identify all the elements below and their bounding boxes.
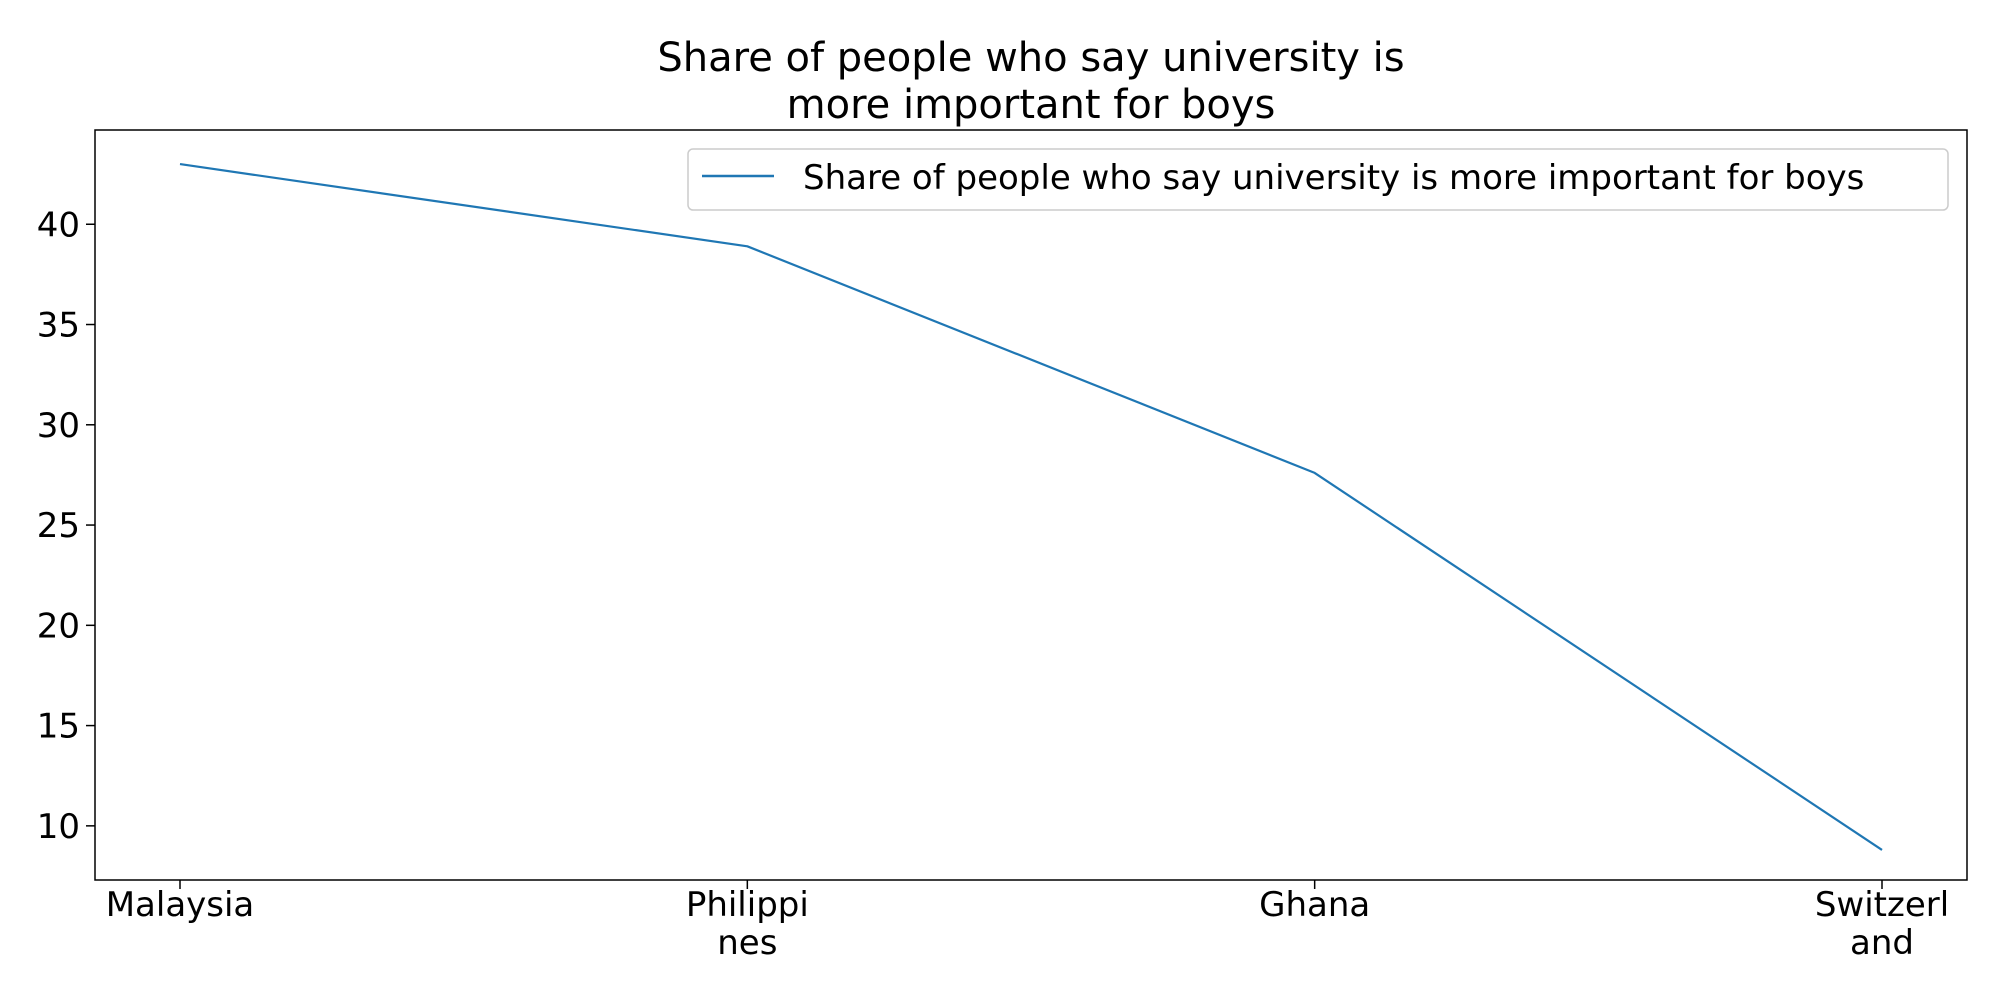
x-tick-label: Philippi nes [686, 885, 809, 963]
y-tick-label: 40 [37, 205, 80, 245]
legend: Share of people who say university is mo… [687, 148, 1949, 211]
y-axis: 10 15 20 25 30 35 40 [37, 205, 95, 847]
y-tick-label: 20 [37, 606, 80, 646]
x-axis: Malaysia Philippi nes Ghana Switzerl and [106, 880, 1949, 963]
x-tick-label-line: Switzerl [1815, 885, 1949, 925]
x-tick-label-line: Ghana [1259, 885, 1370, 925]
series-layer [179, 163, 1883, 851]
y-tick-label: 25 [37, 506, 80, 546]
x-tick-label-line: nes [717, 923, 777, 963]
x-tick-label-line: Malaysia [106, 885, 255, 925]
plot-area-frame [94, 129, 1968, 881]
y-tick-label: 30 [37, 406, 80, 446]
legend-label: Share of people who say university is mo… [803, 158, 1864, 198]
chart-title-line-1: Share of people who say university is [657, 35, 1404, 81]
y-tick-label: 10 [37, 807, 80, 847]
legend-box [687, 148, 1949, 211]
y-tick-label: 15 [37, 707, 80, 747]
y-tick-label: 35 [37, 306, 80, 346]
series-line [179, 163, 1883, 851]
x-tick-label: Malaysia [106, 885, 255, 925]
x-tick-label: Switzerl and [1815, 885, 1949, 963]
x-tick-label-line: Philippi [686, 885, 809, 925]
x-tick-label-line: and [1850, 923, 1914, 963]
chart-title-line-2: more important for boys [787, 82, 1276, 128]
x-tick-label: Ghana [1259, 885, 1370, 925]
